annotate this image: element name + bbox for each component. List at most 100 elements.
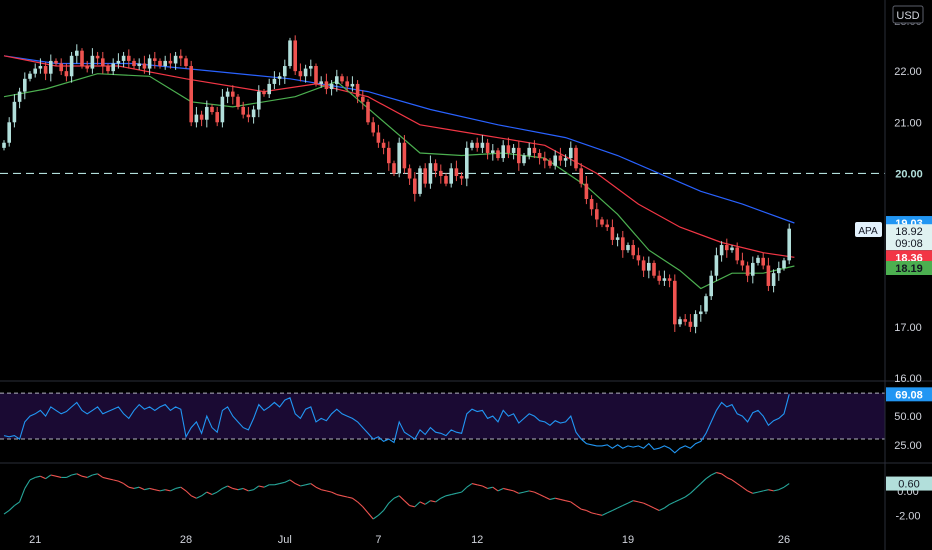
candle[interactable] <box>537 149 542 165</box>
candle[interactable] <box>75 44 79 64</box>
time-axis[interactable]: 21 28 Jul 7 12 19 26 <box>29 534 790 546</box>
candle[interactable] <box>231 85 235 105</box>
candle[interactable] <box>756 255 760 266</box>
candle[interactable] <box>350 76 355 92</box>
candle[interactable] <box>787 223 791 265</box>
candle[interactable] <box>340 73 344 84</box>
candle[interactable] <box>699 305 703 322</box>
candle[interactable] <box>631 239 635 260</box>
candle[interactable] <box>444 173 448 187</box>
candle[interactable] <box>600 216 604 228</box>
candle[interactable] <box>459 172 464 185</box>
candle[interactable] <box>366 99 370 125</box>
candle[interactable] <box>569 141 573 166</box>
candle[interactable] <box>283 59 287 84</box>
candle[interactable] <box>158 58 162 69</box>
candle[interactable] <box>579 163 583 188</box>
candle[interactable] <box>111 58 115 75</box>
candle[interactable] <box>12 94 17 128</box>
candle[interactable] <box>491 144 495 161</box>
candle[interactable] <box>621 230 625 258</box>
candle[interactable] <box>355 80 360 104</box>
price-tick-label[interactable]: 17.00 <box>894 322 922 334</box>
symbol-badge[interactable]: APA <box>855 222 882 237</box>
candle[interactable] <box>303 64 308 83</box>
candle[interactable] <box>735 242 739 265</box>
rsi-tick-label[interactable]: 25.00 <box>894 440 922 452</box>
candle[interactable] <box>683 314 687 326</box>
candle[interactable] <box>33 63 37 78</box>
candle[interactable] <box>678 316 682 327</box>
candle[interactable] <box>2 140 6 151</box>
candle[interactable] <box>257 85 261 118</box>
price-tick-label[interactable]: 21.00 <box>894 117 922 129</box>
candle[interactable] <box>558 147 563 166</box>
candle[interactable] <box>647 256 651 279</box>
candle[interactable] <box>163 55 167 70</box>
candle[interactable] <box>688 314 693 332</box>
candle[interactable] <box>319 76 323 88</box>
candle[interactable] <box>522 152 526 166</box>
candle[interactable] <box>335 69 339 92</box>
price-tick-label[interactable]: 22.00 <box>894 66 922 78</box>
candle[interactable] <box>184 55 188 69</box>
candle[interactable] <box>782 257 786 271</box>
candle[interactable] <box>428 155 433 189</box>
candle[interactable] <box>329 80 334 96</box>
currency-badge[interactable]: USD <box>892 5 924 24</box>
candle[interactable] <box>215 106 219 127</box>
time-tick-label[interactable]: 26 <box>778 534 790 546</box>
time-tick-label[interactable]: 21 <box>29 534 41 546</box>
candle[interactable] <box>475 137 479 152</box>
candle[interactable] <box>589 195 594 216</box>
candle[interactable] <box>85 60 89 73</box>
candle[interactable] <box>485 138 490 160</box>
candle[interactable] <box>17 87 22 109</box>
time-tick-label[interactable]: Jul <box>278 534 292 546</box>
candle[interactable] <box>262 89 266 97</box>
candle[interactable] <box>574 145 578 171</box>
candle[interactable] <box>309 59 313 77</box>
price-tick-label[interactable]: 16.00 <box>894 373 922 385</box>
candle[interactable] <box>194 106 199 128</box>
candlestick-layer[interactable] <box>2 35 791 334</box>
candle[interactable] <box>210 104 214 115</box>
candle[interactable] <box>7 117 11 147</box>
candle[interactable] <box>59 58 63 75</box>
candle[interactable] <box>407 164 412 185</box>
candle[interactable] <box>137 58 141 70</box>
candle[interactable] <box>517 141 521 171</box>
candle[interactable] <box>662 270 667 286</box>
candle[interactable] <box>225 87 230 104</box>
candle[interactable] <box>454 160 459 182</box>
candle[interactable] <box>615 233 620 247</box>
candle[interactable] <box>64 63 69 82</box>
candle[interactable] <box>501 140 505 162</box>
candle[interactable] <box>626 242 630 253</box>
candle[interactable] <box>49 54 53 82</box>
candle[interactable] <box>121 51 126 68</box>
candle[interactable] <box>543 151 547 169</box>
candle[interactable] <box>511 144 516 160</box>
time-tick-label[interactable]: 19 <box>622 534 634 546</box>
price-axis[interactable]: 23.0022.0021.0017.0016.0050.0025.000.00-… <box>894 16 922 522</box>
candle[interactable] <box>298 63 303 82</box>
candle[interactable] <box>392 160 396 176</box>
candle[interactable] <box>423 163 427 188</box>
candle[interactable] <box>132 58 136 69</box>
candle[interactable] <box>397 137 401 178</box>
candle[interactable] <box>69 51 74 83</box>
candle[interactable] <box>657 270 661 285</box>
candle[interactable] <box>563 154 568 168</box>
candle[interactable] <box>610 219 615 246</box>
candle[interactable] <box>761 252 765 270</box>
candle[interactable] <box>777 261 781 281</box>
candle[interactable] <box>199 110 204 127</box>
candle[interactable] <box>771 269 776 293</box>
candle[interactable] <box>506 137 511 159</box>
rsi-tick-label[interactable]: 50.00 <box>894 411 922 423</box>
candle[interactable] <box>636 247 641 266</box>
candle[interactable] <box>106 63 110 74</box>
candle[interactable] <box>595 202 599 228</box>
